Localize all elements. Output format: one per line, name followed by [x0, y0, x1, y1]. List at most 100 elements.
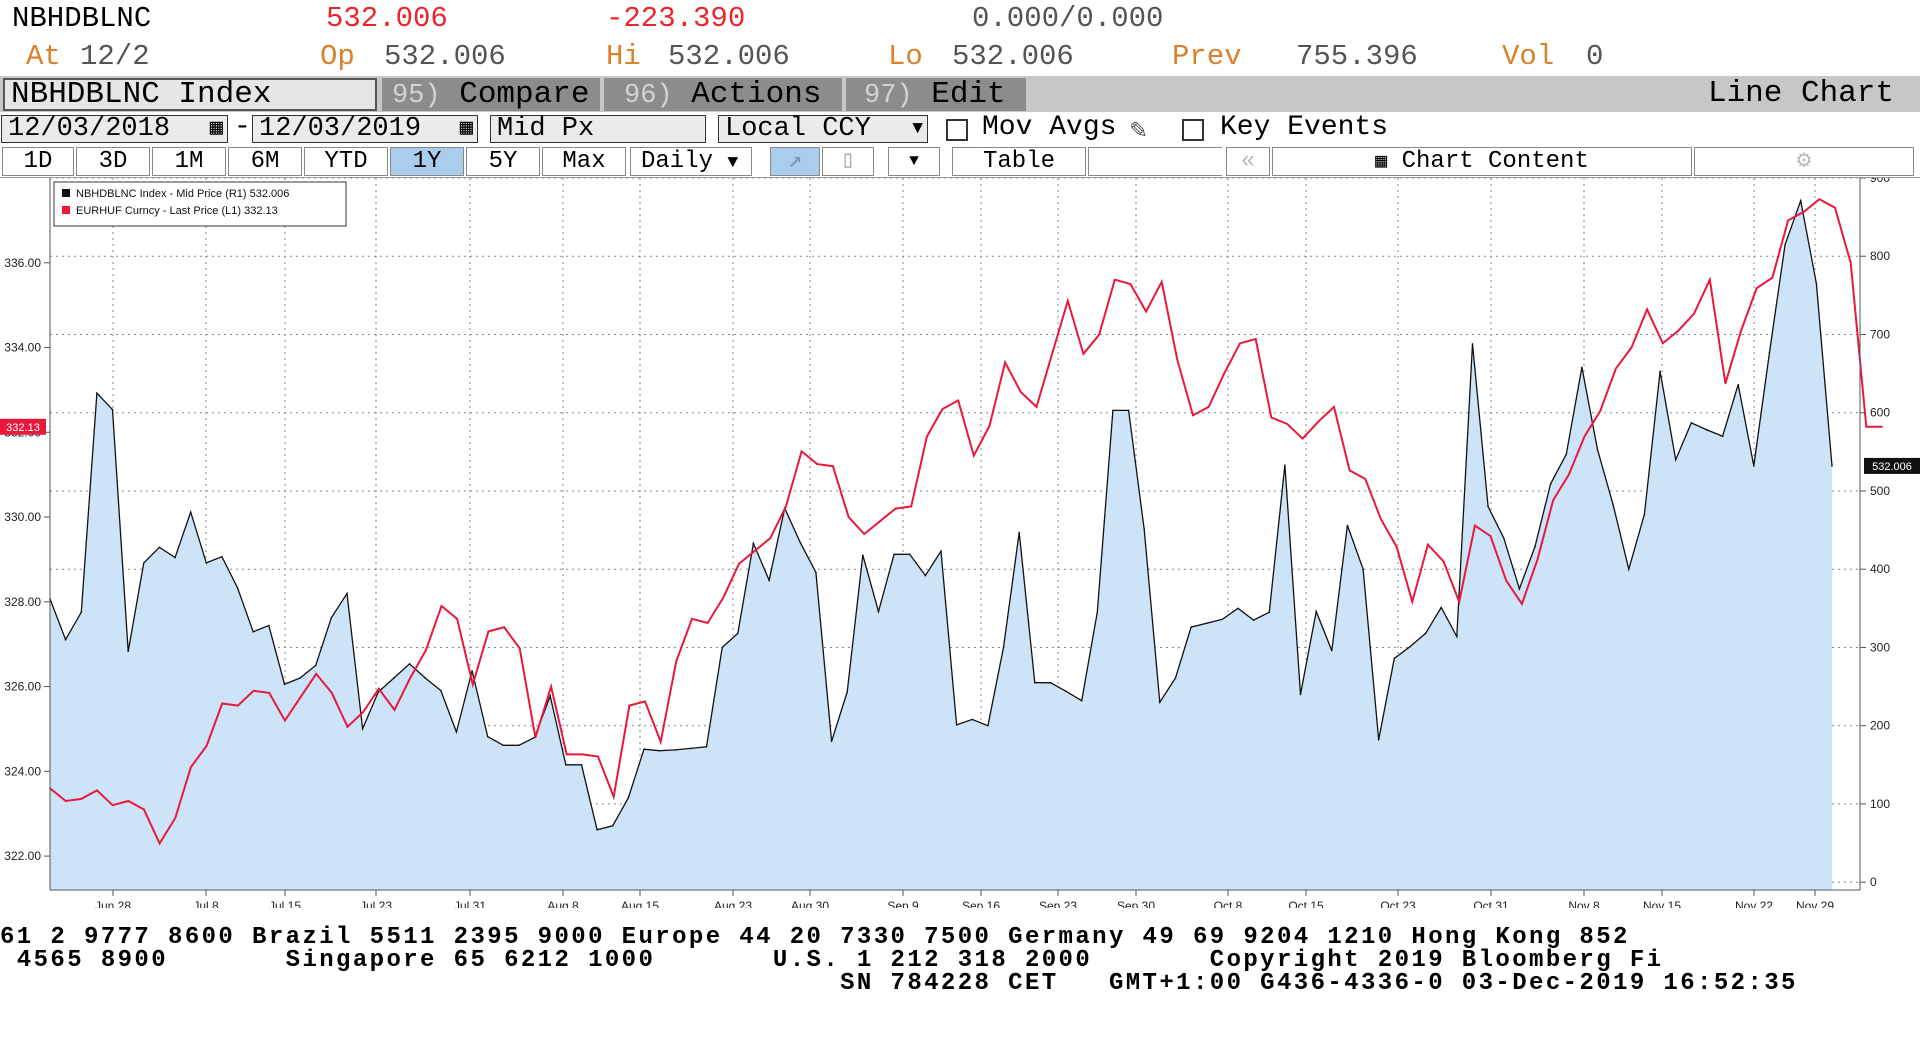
actions-menu[interactable]: 96) Actions ▼	[604, 77, 842, 143]
nbhd-data-point	[1565, 453, 1568, 455]
gear-icon[interactable]: ⚙	[1694, 147, 1914, 176]
eurhuf-data-point	[1364, 478, 1367, 480]
nbhd-data-point	[424, 677, 426, 679]
date-separator: -	[234, 112, 251, 143]
low-label: Lo	[888, 40, 923, 73]
chart-content-button[interactable]: ▦ Chart Content	[1272, 147, 1692, 176]
right-last-value-tag	[1864, 457, 1920, 474]
nbhd-data-point	[908, 553, 911, 556]
key-events-checkbox[interactable]	[1182, 119, 1204, 141]
collapse-left-icon[interactable]: «	[1226, 147, 1270, 176]
nbhd-data-point	[1346, 524, 1349, 527]
price-field-select[interactable]: Mid Px	[490, 115, 706, 143]
period-3d-button[interactable]: 3D	[76, 147, 150, 176]
actions-menu-label: Actions	[691, 77, 822, 112]
period-5y-button[interactable]: 5Y	[466, 147, 540, 176]
frequency-select[interactable]: Daily ▼	[630, 147, 752, 176]
nbhd-data-point	[408, 663, 411, 665]
footer-contacts-line-2: 4565 8900 Singapore 65 6212 1000 U.S. 1 …	[0, 947, 1664, 974]
eurhuf-data-point	[1348, 469, 1351, 472]
eurhuf-data-point	[1599, 410, 1601, 412]
nbhd-data-point	[924, 574, 927, 577]
eurhuf-data-point	[988, 425, 991, 427]
chart-axes: 0 100 200 300 400 500 600 700 800 900 322.00 324.00…	[0, 178, 1920, 908]
calendar-icon[interactable]: ▦	[209, 116, 223, 141]
x-axis-tick-label: Jul 23	[360, 899, 392, 908]
nbhd-data-point	[815, 571, 817, 574]
eurhuf-data-point	[1771, 276, 1774, 279]
nbhd-data-point	[346, 592, 348, 595]
right-axis-tick-label: 500	[1870, 484, 1890, 498]
eurhuf-data-point	[1129, 283, 1132, 285]
eurhuf-data-point	[1176, 359, 1179, 362]
right-last-value-label: 532.006	[1872, 461, 1912, 473]
open-label: Op	[320, 40, 355, 73]
nbhd-data-point	[1596, 448, 1599, 451]
currency-select[interactable]: Local CCY ▼	[718, 115, 928, 143]
line-chart-icon[interactable]: ↗	[770, 147, 820, 176]
eurhuf-data-point	[894, 507, 897, 510]
period-1m-button[interactable]: 1M	[152, 147, 226, 176]
calendar-icon[interactable]: ▦	[459, 116, 473, 141]
x-axis-tick-label: Nov 15	[1643, 899, 1681, 908]
period-6m-button[interactable]: 6M	[228, 147, 302, 176]
nbhd-data-point	[221, 555, 223, 558]
eurhuf-data-point	[847, 516, 850, 518]
mov-avgs-checkbox[interactable]	[946, 119, 968, 141]
at-label: At	[26, 40, 61, 73]
right-axis-tick-label: 400	[1870, 562, 1890, 576]
edit-menu[interactable]: 97) Edit ▼	[846, 78, 1026, 143]
eurhuf-data-point	[518, 647, 521, 650]
volume-value: 0	[1586, 40, 1604, 73]
eurhuf-data-point	[1693, 312, 1695, 315]
nbhd-data-point	[299, 677, 301, 679]
nbhd-data-point	[1831, 465, 1833, 467]
eurhuf-data-point	[1849, 261, 1852, 264]
left-axis-tick-label: 324.00	[4, 764, 41, 778]
eurhuf-data-point	[1552, 499, 1554, 501]
pencil-icon[interactable]: ✎	[1130, 116, 1147, 147]
nbhd-data-point	[690, 747, 692, 750]
nbhd-data-point	[768, 579, 770, 581]
nbhd-data-point	[846, 691, 849, 693]
x-axis-tick-label: Oct 31	[1473, 899, 1509, 908]
eurhuf-data-point	[691, 617, 693, 620]
eurhuf-data-point	[1301, 437, 1304, 440]
period-ytd-button[interactable]: YTD	[304, 147, 388, 176]
eurhuf-data-point	[143, 808, 145, 811]
candlestick-icon[interactable]: ▯	[822, 147, 874, 176]
nbhd-data-point	[1033, 681, 1036, 684]
eurhuf-data-point	[1317, 420, 1320, 423]
start-date-field[interactable]: 12/03/2018 ▦	[1, 115, 228, 143]
x-axis-tick-label: Oct 8	[1214, 899, 1243, 908]
period-1d-button[interactable]: 1D	[2, 147, 74, 176]
nbhd-data-point	[643, 748, 645, 750]
left-axis-tick-label: 330.00	[4, 510, 41, 524]
eurhuf-data-point	[675, 660, 678, 662]
nbhd-data-point	[455, 731, 458, 733]
eurhuf-data-point	[1615, 367, 1617, 370]
nbhd-data-point	[971, 718, 974, 721]
chart-style-dropdown-icon[interactable]: ▼	[888, 147, 940, 176]
eurhuf-data-point	[1254, 338, 1257, 340]
eurhuf-data-point	[1427, 543, 1429, 546]
period-1y-button[interactable]: 1Y	[390, 147, 464, 176]
chevron-down-icon[interactable]: ▼	[912, 119, 923, 139]
nbhd-data-point	[1815, 282, 1818, 285]
eurhuf-data-point	[440, 605, 443, 607]
eurhuf-data-point	[1881, 425, 1883, 428]
table-button[interactable]: Table	[952, 147, 1086, 176]
compare-menu[interactable]: 95) Compare	[382, 78, 600, 111]
x-axis-tick-label: Aug 23	[714, 899, 752, 908]
nbhd-data-point	[1471, 343, 1474, 345]
security-field[interactable]: NBHDBLNC Index	[3, 78, 377, 111]
nbhd-data-point	[1659, 370, 1661, 373]
eurhuf-data-point	[597, 755, 599, 758]
period-max-button[interactable]: Max	[542, 147, 626, 176]
nbhd-data-point	[1753, 465, 1755, 467]
right-axis-tick-label: 100	[1870, 797, 1890, 811]
eurhuf-data-point	[1380, 518, 1382, 520]
eurhuf-data-point	[1286, 423, 1288, 425]
eurhuf-data-point	[910, 505, 912, 508]
end-date-field[interactable]: 12/03/2019 ▦	[252, 115, 478, 143]
